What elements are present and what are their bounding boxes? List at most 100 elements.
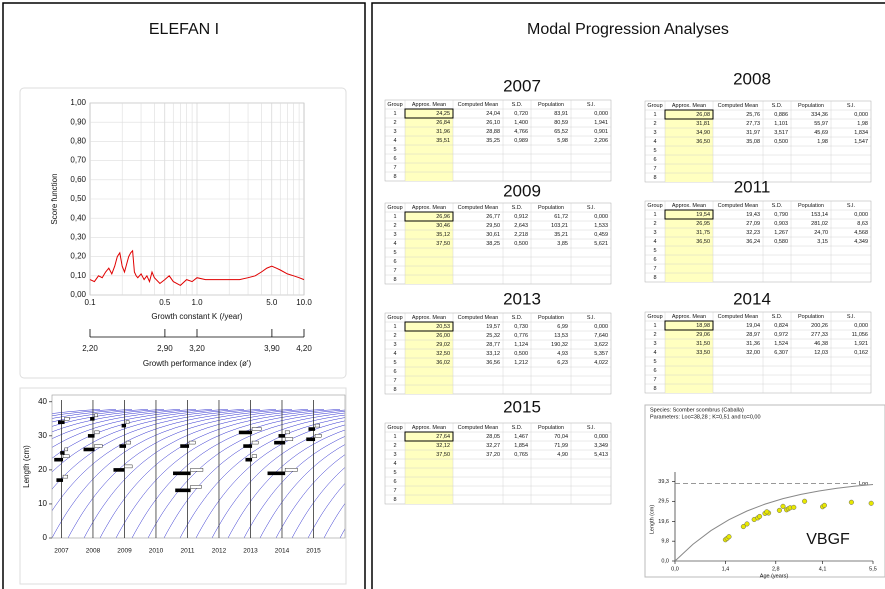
x-tick-label: 10.0 xyxy=(296,298,312,307)
group-cell: 5 xyxy=(393,470,396,476)
group-cell: 7 xyxy=(653,266,656,272)
frequency-bar xyxy=(238,430,253,435)
group-cell: 5 xyxy=(393,147,396,153)
group-cell: 5 xyxy=(653,148,656,154)
table-cell: 0,000 xyxy=(854,112,868,118)
frequency-bar xyxy=(121,423,127,428)
table-cell: 35,25 xyxy=(486,138,500,144)
table-cell: 37,20 xyxy=(486,452,500,458)
group-cell: 1 xyxy=(393,324,396,330)
table-header: Population xyxy=(798,314,824,320)
table-header: Computed Mean xyxy=(458,315,499,321)
frequency-bar xyxy=(308,427,316,431)
table-cell: 28,88 xyxy=(486,129,500,135)
growth-curve xyxy=(52,409,101,414)
table-cell: 26,08 xyxy=(696,112,710,118)
group-cell: 3 xyxy=(393,129,396,135)
table-header: Group xyxy=(647,103,662,109)
group-cell: 6 xyxy=(653,257,656,263)
selected-cell xyxy=(404,431,454,442)
table-cell: 35,51 xyxy=(436,138,450,144)
data-point xyxy=(776,507,782,513)
x2-tick-label: 3,90 xyxy=(264,344,280,353)
frequency-bar xyxy=(306,437,316,442)
group-cell: 4 xyxy=(393,351,396,357)
x-tick-label: 2010 xyxy=(149,548,164,555)
table-header: Computed Mean xyxy=(458,102,499,108)
vbgf-subtitle: Parameters: Loo=38,28 ; K=0,51 and to=0,… xyxy=(650,414,761,420)
table-cell: 1,101 xyxy=(774,121,788,127)
x-tick-label: 2,8 xyxy=(772,566,780,572)
table-cell: 6,99 xyxy=(557,324,568,330)
group-cell: 6 xyxy=(653,157,656,163)
table-cell: 334,36 xyxy=(811,112,828,118)
table-header: Approx. Mean xyxy=(672,203,706,209)
frequency-bar xyxy=(60,451,65,455)
table-cell: 20,53 xyxy=(436,324,450,330)
growth-curve xyxy=(147,412,345,538)
frequency-bar xyxy=(119,444,127,448)
frequency-bar-outline xyxy=(314,434,322,438)
table-cell: 1,467 xyxy=(514,434,528,440)
table-header: S.I. xyxy=(847,314,856,320)
score-line xyxy=(89,249,305,287)
selected-cell xyxy=(664,109,714,120)
table-cell: 0,776 xyxy=(514,333,528,339)
table-header: S.I. xyxy=(587,102,596,108)
frequency-bar xyxy=(180,444,190,448)
table-cell: 190,32 xyxy=(551,342,568,348)
table-header: Group xyxy=(647,203,662,209)
frequency-bar-outline xyxy=(190,485,202,489)
x2-tick-label: 3,20 xyxy=(189,344,205,353)
table-cell: 0,459 xyxy=(594,232,608,238)
frequency-bar-outline xyxy=(314,423,320,428)
y-tick-label: 0,40 xyxy=(70,213,86,222)
group-cell: 2 xyxy=(393,333,396,339)
y-tick-label: 0,50 xyxy=(70,194,86,203)
group-cell: 8 xyxy=(653,175,656,181)
frequency-bar-outline xyxy=(64,447,68,452)
group-cell: 1 xyxy=(393,111,396,117)
table-cell: 0,000 xyxy=(594,324,608,330)
table-header: S.D. xyxy=(512,315,523,321)
x-tick-label: 2009 xyxy=(117,548,132,555)
table-cell: 1,854 xyxy=(514,443,528,449)
table-cell: 1,400 xyxy=(514,120,528,126)
x-tick-label: 5.0 xyxy=(266,298,278,307)
group-cell: 1 xyxy=(393,434,396,440)
table-cell: 103,21 xyxy=(551,223,568,229)
table-header: S.I. xyxy=(587,315,596,321)
table-cell: 29,02 xyxy=(436,342,450,348)
growth-curves xyxy=(52,409,345,538)
data-point xyxy=(744,521,750,527)
table-cell: 31,96 xyxy=(436,129,450,135)
table-cell: 70,04 xyxy=(554,434,568,440)
mpa-table: Group Approx. Mean Computed Mean S.D. Popula… xyxy=(644,100,872,183)
x-tick-label: 2014 xyxy=(275,548,290,555)
table-cell: 37,50 xyxy=(436,452,450,458)
table-cell: 0,903 xyxy=(774,221,788,227)
table-header: Computed Mean xyxy=(718,314,759,320)
table-cell: 55,97 xyxy=(814,121,828,127)
table-header: Group xyxy=(387,205,402,211)
group-cell: 4 xyxy=(653,239,656,245)
table-cell: 30,61 xyxy=(486,232,500,238)
table-cell: 28,05 xyxy=(486,434,500,440)
table-header: Approx. Mean xyxy=(412,425,446,431)
x2-tick-label: 2,90 xyxy=(157,344,173,353)
frequency-bar-outline xyxy=(94,430,100,435)
x-tick-label: 4,1 xyxy=(819,566,827,572)
frequency-bar xyxy=(278,434,286,438)
table-cell: 4,766 xyxy=(514,129,528,135)
table-cell: 5,621 xyxy=(594,241,608,247)
table-cell: 36,50 xyxy=(696,139,710,145)
group-cell: 5 xyxy=(393,250,396,256)
table-year: 2014 xyxy=(733,289,771,308)
frequency-bar xyxy=(113,468,125,472)
table-cell: 29,50 xyxy=(486,223,500,229)
table-cell: 28,97 xyxy=(746,332,760,338)
table-header: Computed Mean xyxy=(718,103,759,109)
vbgf-label: VBGF xyxy=(806,531,850,548)
table-cell: 83,91 xyxy=(554,111,568,117)
group-cell: 7 xyxy=(393,268,396,274)
